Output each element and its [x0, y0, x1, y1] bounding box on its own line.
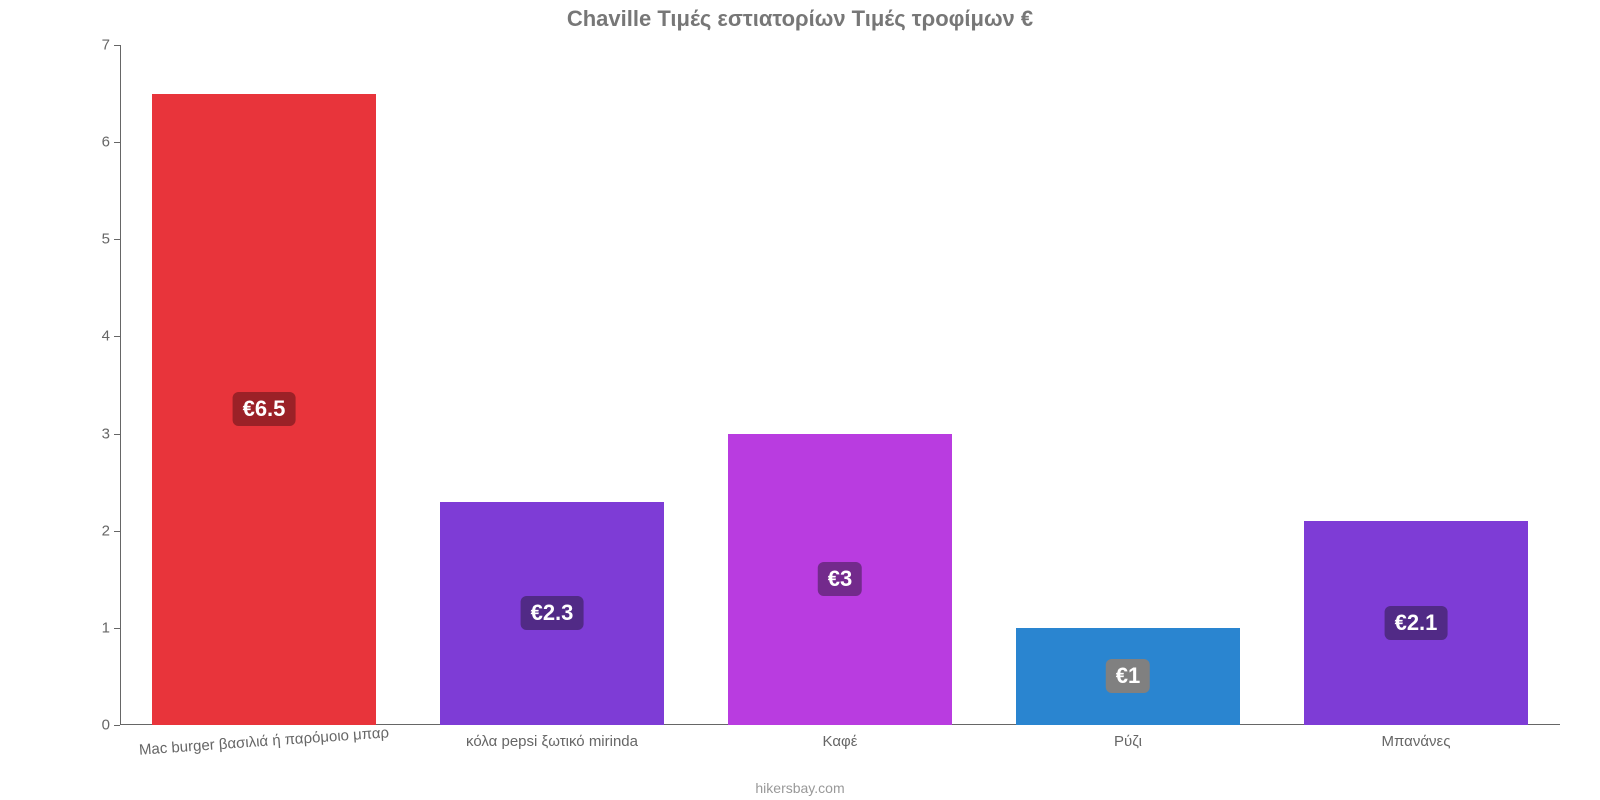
plot-area: 01234567 €6.5€2.3€3€1€2.1: [120, 45, 1560, 725]
value-badge: €2.3: [521, 596, 584, 630]
bar-slot: €1: [984, 45, 1272, 725]
y-tick-label: 3: [70, 425, 120, 442]
x-axis-label: Καφέ: [823, 733, 858, 750]
y-tick-label: 2: [70, 522, 120, 539]
y-tick-label: 4: [70, 328, 120, 345]
bar-slot: €6.5: [120, 45, 408, 725]
x-axis-label: Μπανάνες: [1382, 733, 1451, 750]
value-badge: €2.1: [1385, 606, 1448, 640]
y-tick-label: 7: [70, 37, 120, 54]
x-axis-label: Mac burger βασιλιά ή παρόμοιο μπαρ: [138, 724, 389, 758]
value-badge: €6.5: [233, 392, 296, 426]
x-axis-labels: Mac burger βασιλιά ή παρόμοιο μπαρ κόλα p…: [120, 725, 1560, 785]
x-axis-label: Ρύζι: [1114, 733, 1142, 750]
bar-slot: €2.3: [408, 45, 696, 725]
y-tick-label: 0: [70, 717, 120, 734]
value-badge: €1: [1106, 659, 1150, 693]
credit-text: hikersbay.com: [0, 780, 1600, 796]
bars-group: €6.5 €2.3 €3 €1 €2.1: [120, 45, 1560, 725]
bar-slot: €2.1: [1272, 45, 1560, 725]
y-tick-label: 6: [70, 134, 120, 151]
y-tick-label: 5: [70, 231, 120, 248]
chart-title: Chaville Τιμές εστιατορίων Τιμές τροφίμω…: [0, 6, 1600, 32]
y-tick-label: 1: [70, 619, 120, 636]
chart-container: Chaville Τιμές εστιατορίων Τιμές τροφίμω…: [0, 0, 1600, 800]
value-badge: €3: [818, 562, 862, 596]
bar-slot: €3: [696, 45, 984, 725]
x-axis-label: κόλα pepsi ξωτικό mirinda: [466, 733, 638, 750]
